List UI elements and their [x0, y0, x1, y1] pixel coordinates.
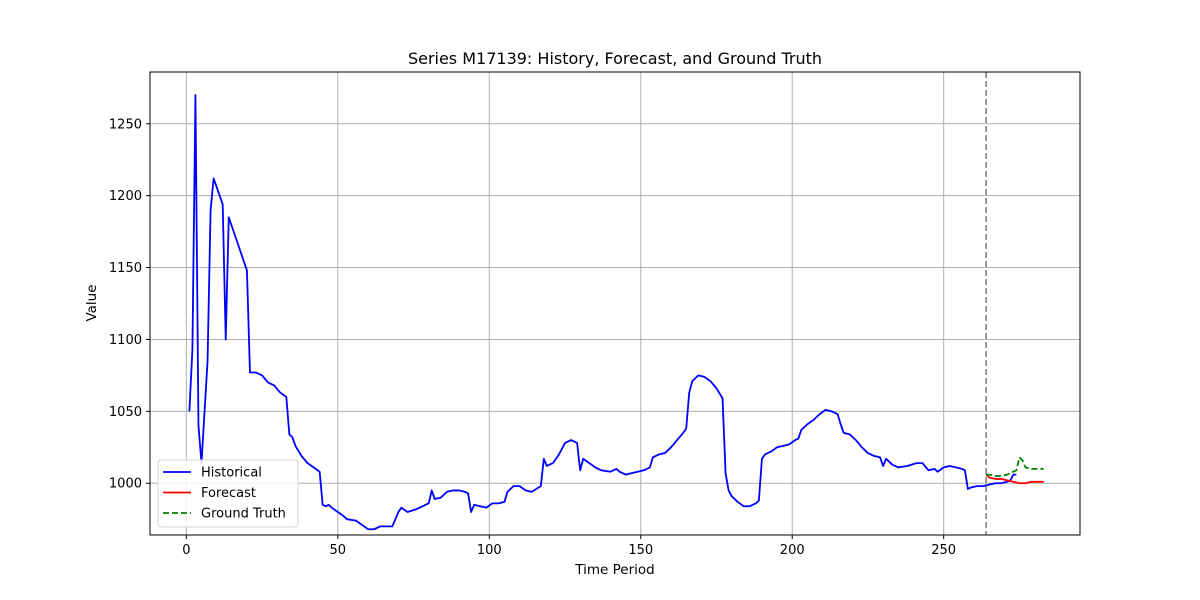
- x-tick-label: 150: [628, 543, 653, 558]
- y-tick-label: 1250: [109, 117, 142, 132]
- y-tick-label: 1050: [109, 405, 142, 420]
- x-tick-label: 50: [330, 543, 347, 558]
- legend-label-historical: Historical: [201, 466, 262, 481]
- y-axis-title: Value: [84, 284, 100, 321]
- legend-box: [157, 459, 299, 528]
- grid-lines: [150, 72, 1080, 535]
- x-tick-label: 0: [182, 543, 190, 558]
- y-tick-label: 1200: [109, 189, 142, 204]
- chart-title: Series M17139: History, Forecast, and Gr…: [408, 49, 822, 68]
- legend-label-forecast: Forecast: [201, 486, 256, 501]
- plot-area-frame: [149, 71, 1081, 536]
- x-axis-title: Time Period: [574, 562, 654, 578]
- x-tick-label: 200: [780, 543, 805, 558]
- y-tick-label: 1100: [109, 333, 142, 348]
- y-axis-ticks: 1000 1050 1100 1150 1200 1250: [109, 117, 150, 492]
- historical-series-line: [188, 94, 1017, 531]
- ground-truth-series-line: [986, 456, 1044, 477]
- x-tick-label: 100: [477, 543, 502, 558]
- legend-label-ground-truth: Ground Truth: [201, 507, 286, 522]
- x-axis-ticks: 0 50 100 150 200 250: [182, 535, 956, 558]
- series-layer: [188, 72, 1044, 535]
- forecast-series-line: [985, 473, 1044, 485]
- y-tick-label: 1150: [109, 261, 142, 276]
- legend: Historical Forecast Ground Truth: [157, 459, 299, 528]
- x-tick-label: 250: [931, 543, 956, 558]
- y-tick-label: 1000: [109, 477, 142, 492]
